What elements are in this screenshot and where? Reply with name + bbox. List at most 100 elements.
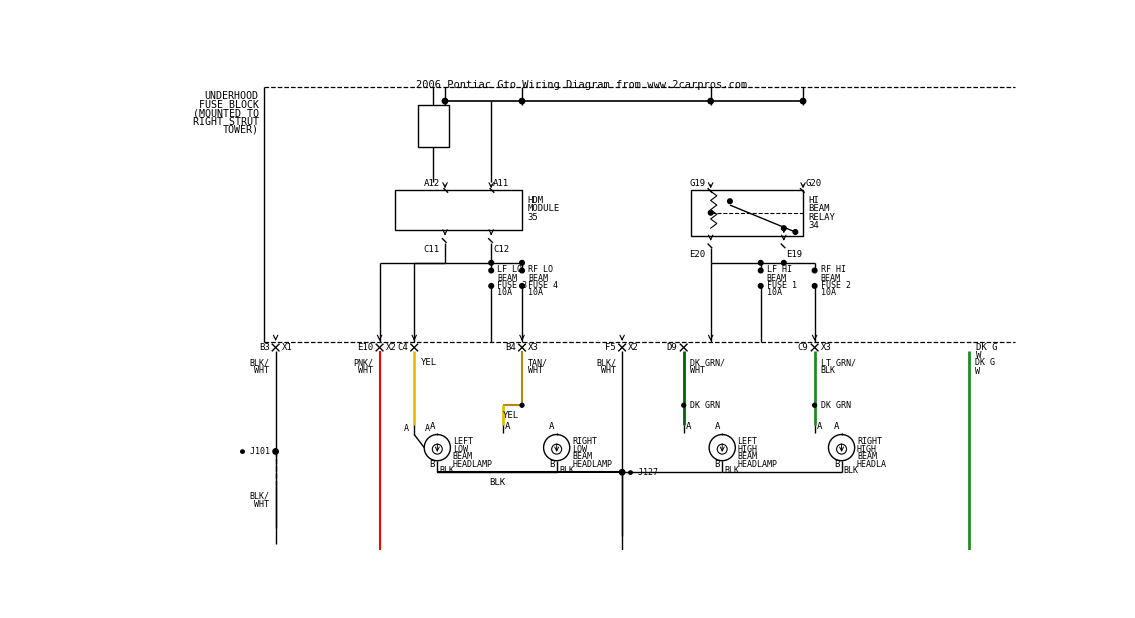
Text: 10A: 10A bbox=[497, 287, 512, 297]
Circle shape bbox=[520, 261, 524, 265]
Text: LEFT: LEFT bbox=[453, 437, 472, 446]
Text: DK GRN: DK GRN bbox=[690, 400, 720, 410]
Text: DK GRN/: DK GRN/ bbox=[690, 358, 725, 368]
Text: 10A: 10A bbox=[528, 287, 544, 297]
Text: DK G: DK G bbox=[975, 358, 994, 368]
Text: BEAM: BEAM bbox=[572, 452, 592, 462]
Text: A12: A12 bbox=[423, 179, 439, 188]
Text: C11: C11 bbox=[423, 245, 439, 254]
Text: WHT: WHT bbox=[690, 366, 705, 375]
Text: RELAY: RELAY bbox=[808, 213, 835, 222]
Text: W: W bbox=[975, 367, 980, 376]
Text: W: W bbox=[976, 350, 982, 360]
Text: RF HI: RF HI bbox=[821, 265, 846, 274]
Text: A: A bbox=[505, 423, 511, 431]
Text: E19: E19 bbox=[787, 250, 802, 259]
Text: FUSE 4: FUSE 4 bbox=[528, 281, 558, 290]
Text: A11: A11 bbox=[493, 179, 508, 188]
Text: A: A bbox=[834, 423, 839, 431]
Circle shape bbox=[758, 268, 763, 273]
Text: BEAM: BEAM bbox=[767, 274, 787, 282]
Text: B3: B3 bbox=[260, 343, 270, 352]
Circle shape bbox=[520, 404, 524, 407]
Circle shape bbox=[272, 449, 278, 454]
Text: C12: C12 bbox=[494, 245, 510, 254]
Text: BLK: BLK bbox=[843, 466, 859, 475]
Text: BLK: BLK bbox=[558, 466, 574, 475]
Circle shape bbox=[813, 268, 817, 273]
Text: ● J127: ● J127 bbox=[629, 468, 658, 476]
Text: FUSE BLOCK: FUSE BLOCK bbox=[199, 99, 259, 109]
Text: A: A bbox=[404, 424, 409, 433]
Text: B4: B4 bbox=[505, 343, 515, 352]
Text: BEAM: BEAM bbox=[738, 452, 758, 462]
Circle shape bbox=[520, 98, 524, 104]
Text: LOW: LOW bbox=[453, 444, 468, 454]
Text: WHT: WHT bbox=[528, 366, 544, 375]
Text: A: A bbox=[549, 423, 554, 431]
Circle shape bbox=[489, 268, 494, 273]
Text: ● J101: ● J101 bbox=[241, 447, 270, 456]
Text: RF LO: RF LO bbox=[528, 265, 553, 274]
Text: B: B bbox=[549, 460, 554, 469]
Text: LF HI: LF HI bbox=[767, 265, 792, 274]
Text: TAN/: TAN/ bbox=[528, 358, 548, 368]
Text: HIGH: HIGH bbox=[738, 444, 758, 454]
Text: C9: C9 bbox=[798, 343, 808, 352]
Text: LF LO: LF LO bbox=[497, 265, 522, 274]
Text: 2006 Pontiac Gto Wiring Diagram from www.2carpros.com: 2006 Pontiac Gto Wiring Diagram from www… bbox=[415, 80, 747, 90]
Text: BEAM: BEAM bbox=[453, 452, 472, 462]
Circle shape bbox=[620, 470, 624, 475]
Text: HEADLAMP: HEADLAMP bbox=[453, 460, 493, 469]
Text: 34: 34 bbox=[808, 221, 819, 231]
Text: BLK/: BLK/ bbox=[250, 492, 269, 501]
Text: WHT: WHT bbox=[600, 366, 616, 375]
Text: X1: X1 bbox=[281, 343, 293, 352]
Text: E10: E10 bbox=[358, 343, 373, 352]
Text: BEAM: BEAM bbox=[528, 274, 548, 282]
Text: B: B bbox=[430, 460, 435, 469]
Circle shape bbox=[520, 284, 524, 288]
Text: BLK/: BLK/ bbox=[596, 358, 616, 368]
Text: BLK/: BLK/ bbox=[250, 358, 269, 368]
Text: LOW: LOW bbox=[572, 444, 587, 454]
Circle shape bbox=[758, 284, 763, 288]
Circle shape bbox=[800, 98, 806, 104]
Text: FUSE 1: FUSE 1 bbox=[767, 281, 797, 290]
Text: BEAM: BEAM bbox=[857, 452, 877, 462]
Circle shape bbox=[782, 226, 787, 231]
Text: F5: F5 bbox=[605, 343, 616, 352]
Text: G19: G19 bbox=[689, 179, 705, 188]
Text: HDM: HDM bbox=[528, 196, 544, 205]
Text: 10A: 10A bbox=[821, 287, 835, 297]
Circle shape bbox=[520, 268, 524, 273]
Circle shape bbox=[443, 98, 447, 104]
Text: X3: X3 bbox=[821, 343, 832, 352]
Text: X3: X3 bbox=[528, 343, 539, 352]
Text: (MOUNTED TO: (MOUNTED TO bbox=[193, 108, 259, 118]
Text: 10A: 10A bbox=[767, 287, 782, 297]
Bar bbox=[395, 190, 522, 231]
Circle shape bbox=[489, 261, 494, 265]
Text: LT GRN/: LT GRN/ bbox=[821, 358, 856, 368]
Text: DK G: DK G bbox=[976, 343, 998, 352]
Text: HEADLA: HEADLA bbox=[857, 460, 886, 469]
Circle shape bbox=[489, 284, 494, 288]
Text: B: B bbox=[715, 460, 720, 469]
Text: WHT: WHT bbox=[254, 500, 269, 509]
Text: BEAM: BEAM bbox=[821, 274, 841, 282]
Circle shape bbox=[708, 211, 713, 215]
Text: YEL: YEL bbox=[420, 358, 437, 368]
Text: A: A bbox=[424, 424, 430, 433]
Bar bbox=[418, 105, 448, 147]
Text: BLK: BLK bbox=[439, 466, 455, 475]
Circle shape bbox=[813, 284, 817, 288]
Text: X2: X2 bbox=[629, 343, 639, 352]
Text: FUSE 2: FUSE 2 bbox=[821, 281, 851, 290]
Text: WHT: WHT bbox=[359, 366, 373, 375]
Text: HEADLAMP: HEADLAMP bbox=[572, 460, 612, 469]
Text: MODULE: MODULE bbox=[528, 205, 560, 213]
Circle shape bbox=[682, 404, 686, 407]
Text: RIGHT STRUT: RIGHT STRUT bbox=[193, 117, 259, 127]
Text: BEAM: BEAM bbox=[808, 205, 830, 213]
